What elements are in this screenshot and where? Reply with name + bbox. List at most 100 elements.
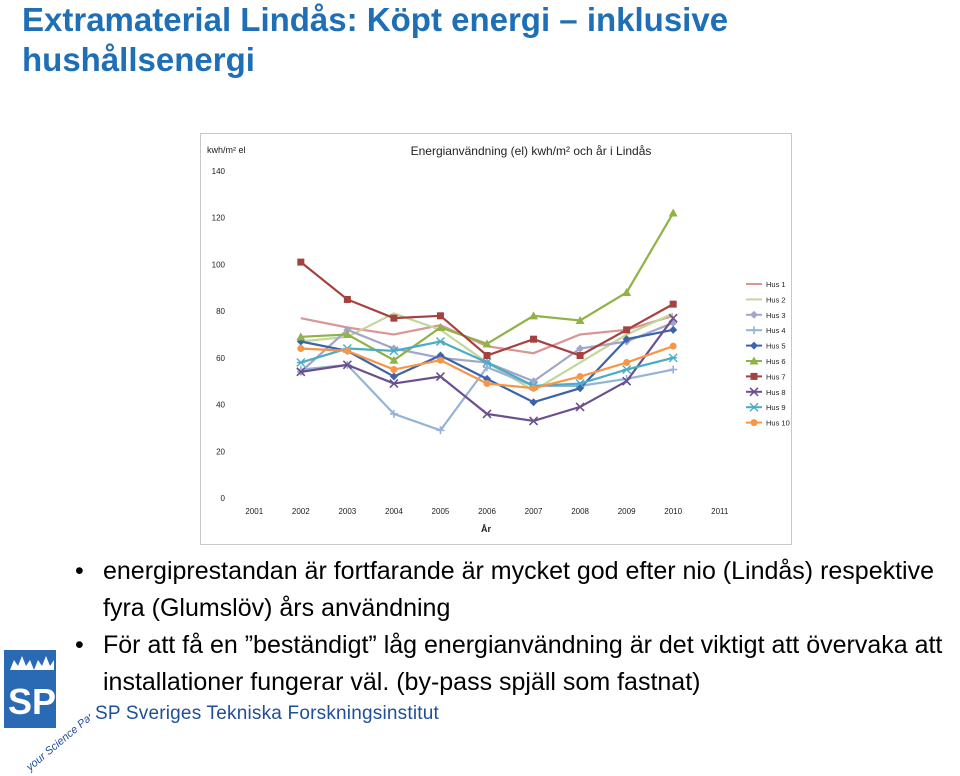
data-point [749,402,759,412]
data-point [622,287,632,296]
data-point [343,325,352,334]
logo-text: SP [8,681,56,722]
x-tick-label: 2011 [711,507,729,516]
data-point [750,310,758,319]
data-point [576,352,584,360]
x-tick-label: 2001 [245,507,263,516]
legend-label: Hus 5 [766,342,786,351]
data-point [389,355,399,364]
data-point [389,409,398,418]
data-point [483,352,491,360]
bullet-dot: • [75,631,84,659]
bullet-item: • energiprestandan är fortfarande är myc… [75,553,960,627]
data-point [390,314,398,322]
data-point [622,376,632,386]
data-point [750,372,758,380]
x-tick-label: 2009 [618,507,636,516]
data-point [482,409,492,419]
x-tick-label: 2004 [385,507,403,516]
x-tick-label: 2008 [571,507,589,516]
data-point [483,380,491,388]
data-point [389,346,399,356]
data-point [669,318,678,327]
x-tick-label: 2005 [432,507,450,516]
crown-icon [10,656,54,670]
bullet-item: • För att få en ”beständigt” låg energia… [75,627,960,701]
data-point [668,208,678,217]
data-point [623,359,631,367]
x-tick-label: 2006 [478,507,496,516]
data-point [750,341,758,350]
legend-label: Hus 1 [766,280,786,289]
data-point [528,416,539,426]
data-point [576,373,584,381]
x-tick-label: 2010 [664,507,682,516]
y-axis-label: kwh/m² el [207,145,246,155]
y-tick-label: 60 [216,354,225,363]
chart-title: Energianvändning (el) kwh/m² och år i Li… [411,144,652,158]
x-tick-label: 2003 [338,507,356,516]
data-point [529,398,538,407]
slide-title: Extramaterial Lindås: Köpt energi – inkl… [22,1,729,78]
data-point [530,384,538,392]
data-point [343,347,351,355]
data-point [622,335,631,344]
data-point [389,372,398,381]
data-point [669,342,677,350]
data-point [669,325,678,334]
y-tick-label: 0 [221,494,226,503]
data-point [390,366,398,374]
series-line [300,212,675,362]
y-tick-label: 120 [212,214,226,223]
data-point [436,312,444,320]
series-line [300,363,674,432]
legend-label: Hus 9 [766,403,786,412]
legend-label: Hus 4 [766,326,786,335]
data-point [297,258,305,266]
data-point [575,379,585,389]
data-point [342,360,352,370]
chart-area: kwh/m² el Energianvändning (el) kwh/m² oc… [200,133,792,545]
y-tick-label: 40 [216,401,225,410]
organization-name: SP Sveriges Tekniska Forskningsinstitut [95,703,439,724]
data-point [296,358,306,368]
data-point [297,345,305,353]
data-point [750,419,758,427]
data-point [668,313,678,323]
y-tick-label: 100 [212,260,226,269]
legend-label: Hus 10 [766,419,790,428]
data-point [529,311,539,320]
data-point [342,330,352,338]
data-point [749,387,759,397]
data-point [296,367,306,377]
x-tick-label: 2007 [525,507,543,516]
data-point [343,295,351,303]
data-point [389,378,399,389]
data-point [622,365,632,375]
data-point [483,363,491,372]
data-point [749,356,759,365]
legend-label: Hus 8 [766,388,786,397]
bullet-text-2: För att få en ”beständigt” låg energianv… [103,631,943,696]
data-point [435,322,445,331]
legend-label: Hus 2 [766,295,786,304]
data-point [669,300,677,308]
data-point [435,337,445,347]
legend-label: Hus 6 [766,357,786,366]
bullet-text-1: energiprestandan är fortfarande är mycke… [103,557,935,622]
data-point [482,339,492,348]
line-chart: kwh/m² el Energianvändning (el) kwh/m² oc… [207,144,790,534]
sp-logo: SP your Science Partner [4,650,90,774]
data-point [436,356,444,364]
data-point [575,402,585,412]
x-tick-label: 2002 [292,507,310,516]
legend-label: Hus 7 [766,372,786,381]
data-point [436,426,445,435]
y-tick-label: 140 [212,167,226,176]
data-point [750,326,758,335]
bullet-list: • energiprestandan är fortfarande är myc… [75,553,960,701]
data-point [623,326,631,334]
data-point [435,371,446,382]
data-point [296,332,306,341]
x-axis-label: År [481,524,491,534]
